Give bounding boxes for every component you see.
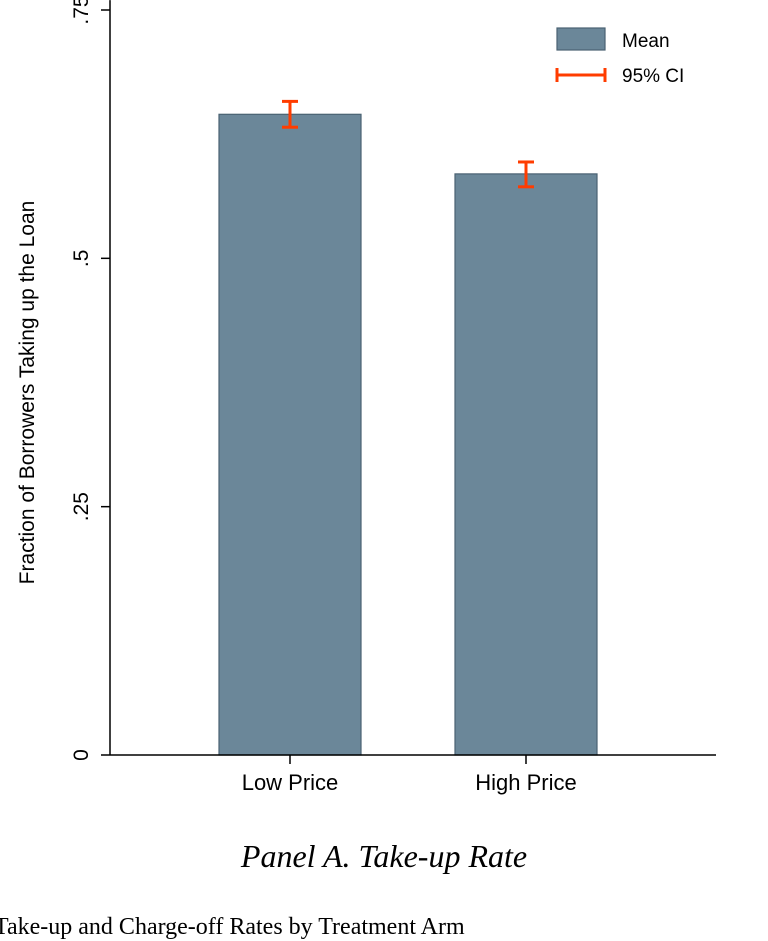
ci-low-price (282, 99, 298, 129)
y-tick-label: .25 (70, 492, 93, 521)
bars (218, 113, 598, 756)
error-bars (282, 99, 534, 189)
bar-low-price (218, 113, 362, 756)
legend-label-mean: Mean (622, 31, 670, 52)
figure-caption: Take-up and Charge-off Rates by Treatmen… (0, 914, 465, 940)
y-axis: 0 .25 .5 .75 Fraction of Borrowers Taking up… (16, 0, 111, 761)
y-tick-label: .75 (70, 0, 93, 25)
y-axis-title: Fraction of Borrowers Taking up the Loan (16, 201, 39, 585)
ci-high-price (518, 160, 534, 189)
bar-high-price (454, 173, 598, 756)
legend-label-ci: 95% CI (622, 66, 684, 87)
y-tick-label: .5 (70, 250, 93, 268)
legend-swatch-mean (556, 27, 606, 51)
x-tick-label: Low Price (242, 770, 339, 795)
x-tick-label: High Price (475, 770, 576, 795)
y-tick-label: 0 (70, 749, 93, 761)
legend-swatch-ci (555, 68, 607, 82)
x-axis: Low Price High Price (110, 754, 716, 795)
panel-caption: Panel A. Take-up Rate (240, 838, 528, 874)
take-up-chart: 0 .25 .5 .75 Fraction of Borrowers Taking up… (16, 0, 716, 795)
legend: Mean 95% CI (555, 27, 684, 87)
